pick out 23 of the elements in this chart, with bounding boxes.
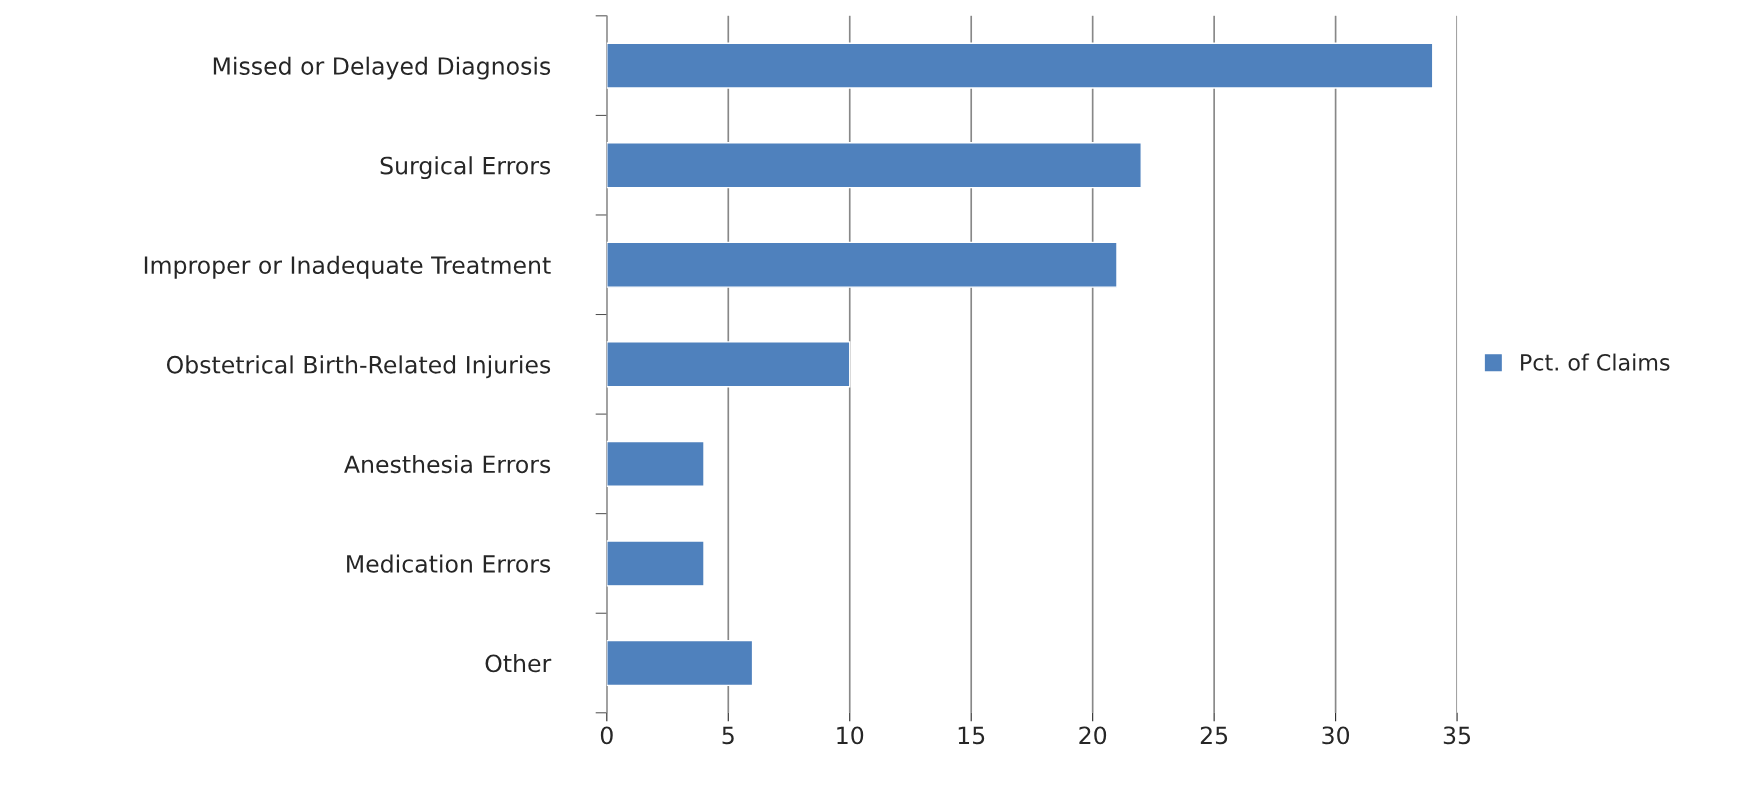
x-tick-label: 35	[1443, 726, 1471, 745]
x-tick-label: 30	[1322, 726, 1350, 745]
bar	[606, 540, 705, 587]
x-tick-label: 25	[1200, 726, 1228, 745]
y-tick-label: Obstetrical Birth-Related Injuries	[166, 355, 551, 379]
bar	[606, 639, 754, 687]
bar	[606, 42, 1434, 89]
bar	[606, 142, 1142, 189]
x-tick-label: 5	[722, 726, 734, 745]
y-tick-label: Improper or Inadequate Treatment	[144, 255, 551, 279]
legend-label: Pct. of Claims	[1521, 353, 1670, 371]
bar	[606, 241, 1118, 288]
y-tick-label: Missed or Delayed Diagnosis	[213, 56, 551, 80]
x-tick-label: 15	[958, 726, 985, 745]
bar	[606, 440, 705, 487]
y-tick-label: Surgical Errors	[380, 156, 551, 180]
y-tick-label: Other	[485, 654, 552, 673]
y-tick-label: Anesthesia Errors	[344, 454, 551, 474]
x-tick-label: 0	[600, 726, 613, 745]
bar	[606, 341, 851, 388]
x-tick-label: 20	[1079, 726, 1107, 745]
y-tick-label: Medication Errors	[347, 554, 551, 573]
x-tick-label: 10	[837, 726, 864, 745]
